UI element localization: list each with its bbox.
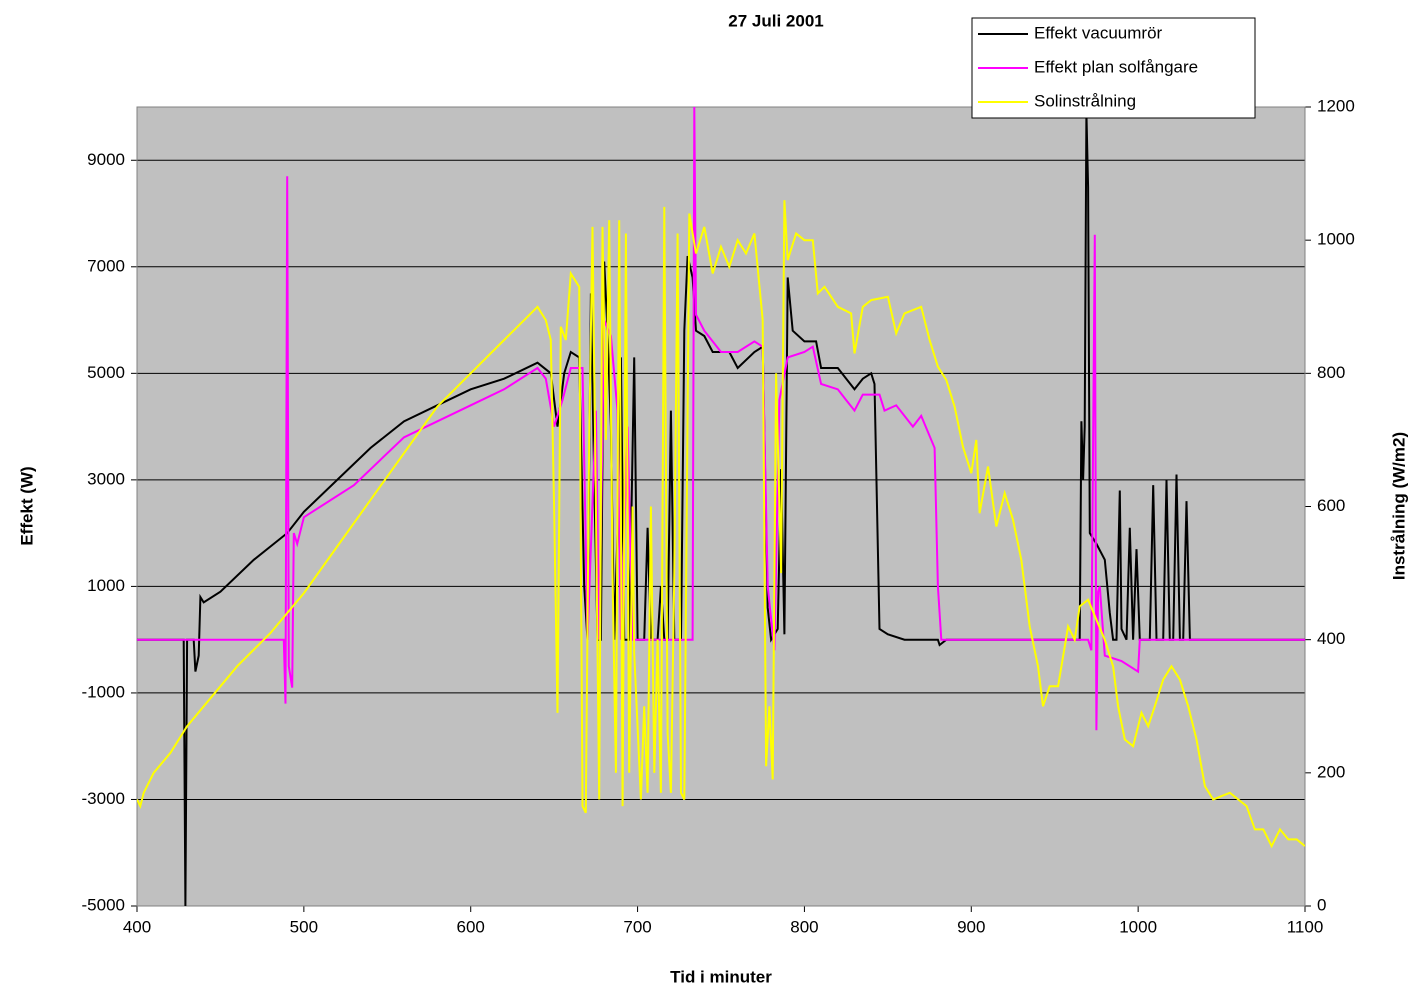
y-tick-label: 7000: [87, 256, 125, 275]
y-tick-label: 9000: [87, 150, 125, 169]
y-tick-label: 3000: [87, 469, 125, 488]
y2-tick-label: 800: [1317, 363, 1345, 382]
y-tick-label: -5000: [82, 895, 125, 914]
plot-border: [136, 106, 1306, 907]
legend-label: Effekt plan solfångare: [1034, 57, 1198, 76]
x-tick-label: 1000: [1119, 917, 1157, 936]
y2-tick-label: 0: [1317, 895, 1326, 914]
x-tick-label: 1100: [1287, 917, 1324, 936]
y-tick-label: -3000: [82, 789, 125, 808]
y-tick-label: -1000: [82, 682, 125, 701]
y-tick-label: 1000: [87, 576, 125, 595]
y-axis-title: Effekt (W): [17, 466, 36, 545]
legend-label: Effekt vacuumrör: [1034, 23, 1163, 42]
chart-title: 27 Juli 2001: [728, 11, 823, 30]
x-tick-label: 400: [123, 917, 151, 936]
y-tick-label: 5000: [87, 363, 125, 382]
y2-tick-label: 1200: [1317, 96, 1355, 115]
x-tick-label: 600: [457, 917, 485, 936]
series-line: [137, 200, 1305, 849]
y2-tick-label: 600: [1317, 496, 1345, 515]
plot-area: [136, 106, 1306, 907]
x-tick-label: 800: [790, 917, 818, 936]
x-axis-title: Tid i minuter: [670, 967, 772, 986]
y2-tick-label: 200: [1317, 762, 1345, 781]
x-tick-label: 500: [290, 917, 318, 936]
series-line: [137, 107, 1305, 731]
x-tick-label: 700: [623, 917, 651, 936]
y2-axis-title: Instrålning (W/m2): [1389, 432, 1408, 580]
x-tick-label: 900: [957, 917, 985, 936]
y2-tick-label: 1000: [1317, 230, 1355, 249]
legend-label: Solinstrålning: [1034, 91, 1136, 110]
y2-tick-label: 400: [1317, 629, 1345, 648]
